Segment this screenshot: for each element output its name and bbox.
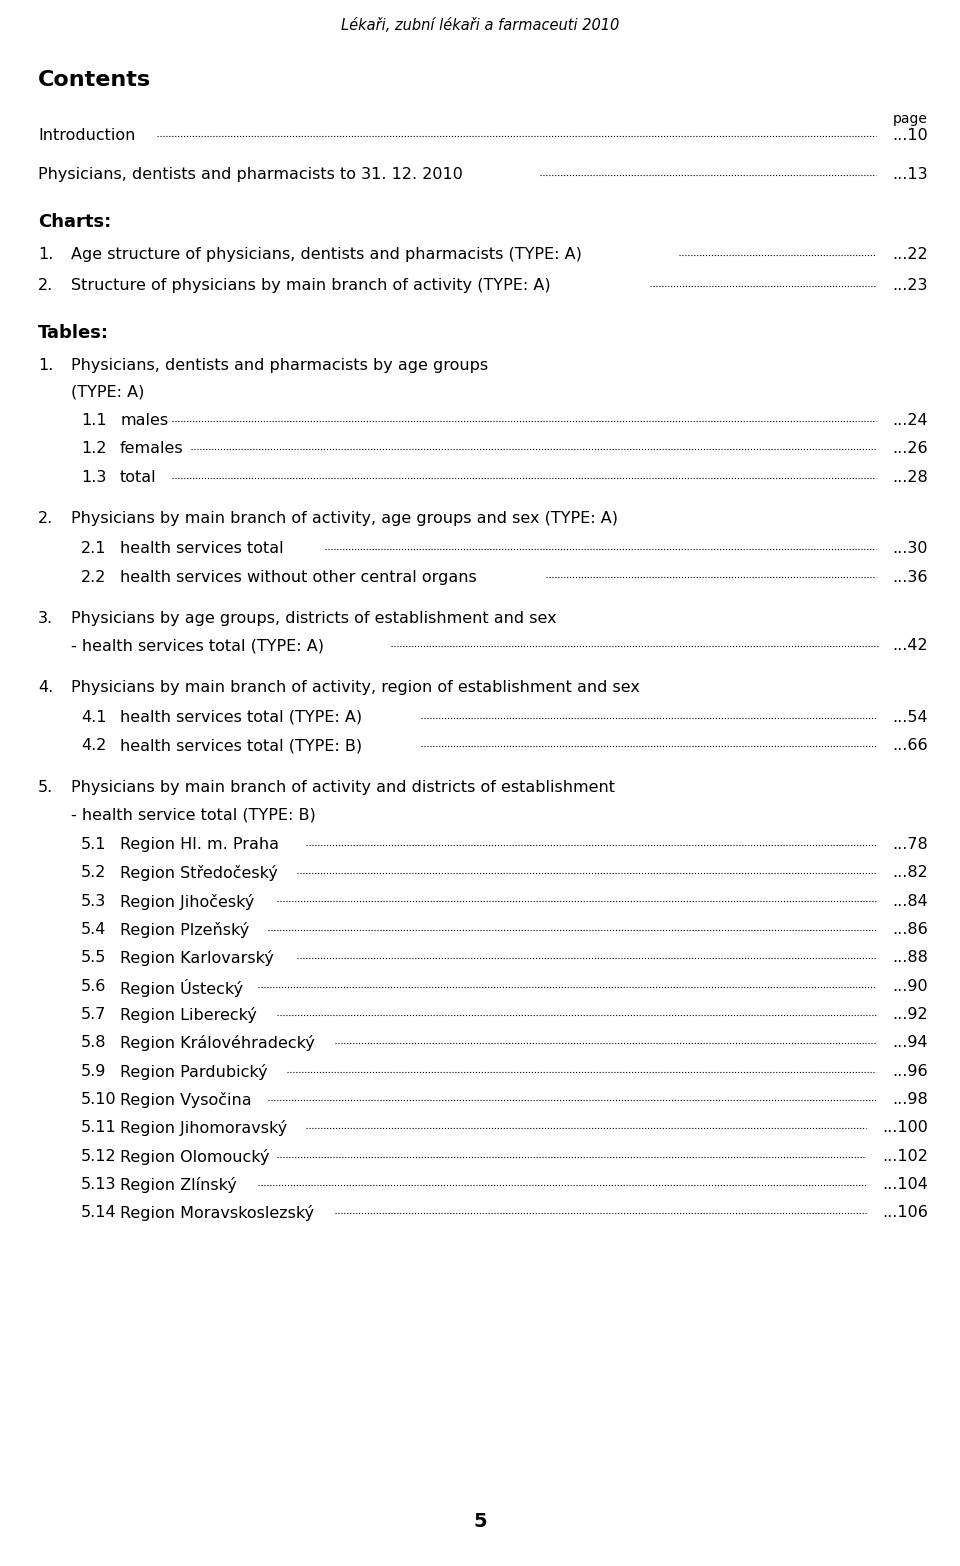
Text: males: males [120, 413, 168, 428]
Text: 5.7: 5.7 [81, 1007, 107, 1023]
Text: 1.: 1. [38, 247, 54, 262]
Text: 1.3: 1.3 [81, 470, 107, 484]
Text: 2.: 2. [38, 512, 53, 526]
Text: Region Karlovarský: Region Karlovarský [120, 951, 274, 966]
Text: Region Moravskoslezský: Region Moravskoslezský [120, 1206, 314, 1221]
Text: 5.11: 5.11 [81, 1120, 117, 1135]
Text: Region Plzeňský: Region Plzeňský [120, 922, 250, 938]
Text: 5.8: 5.8 [81, 1035, 107, 1051]
Text: Region Královéhradecký: Region Královéhradecký [120, 1035, 315, 1051]
Text: ...84: ...84 [892, 894, 928, 908]
Text: 5.9: 5.9 [81, 1063, 107, 1079]
Text: 4.1: 4.1 [81, 709, 107, 725]
Text: health services total (TYPE: A): health services total (TYPE: A) [120, 709, 362, 725]
Text: 1.1: 1.1 [81, 413, 107, 428]
Text: ...26: ...26 [893, 442, 928, 456]
Text: 1.: 1. [38, 357, 54, 373]
Text: 4.2: 4.2 [81, 738, 107, 753]
Text: 5.3: 5.3 [81, 894, 107, 908]
Text: 5.12: 5.12 [81, 1148, 116, 1164]
Text: ...94: ...94 [893, 1035, 928, 1051]
Text: Region Hl. m. Praha: Region Hl. m. Praha [120, 836, 279, 852]
Text: 4.: 4. [38, 680, 53, 695]
Text: 3.: 3. [38, 611, 53, 626]
Text: ...82: ...82 [892, 864, 928, 880]
Text: Physicians by main branch of activity, age groups and sex (TYPE: A): Physicians by main branch of activity, a… [71, 512, 618, 526]
Text: Region Středočeský: Region Středočeský [120, 864, 277, 882]
Text: Charts:: Charts: [38, 213, 111, 232]
Text: ...78: ...78 [892, 836, 928, 852]
Text: Region Ústecký: Region Ústecký [120, 979, 243, 996]
Text: 5.6: 5.6 [81, 979, 107, 993]
Text: Tables:: Tables: [38, 324, 109, 341]
Text: Age structure of physicians, dentists and pharmacists (TYPE: A): Age structure of physicians, dentists an… [71, 247, 582, 262]
Text: 5.10: 5.10 [81, 1092, 116, 1107]
Text: 2.2: 2.2 [81, 570, 107, 584]
Text: Region Olomoucký: Region Olomoucký [120, 1148, 270, 1165]
Text: ...106: ...106 [882, 1206, 928, 1220]
Text: Region Jihočeský: Region Jihočeský [120, 894, 254, 910]
Text: ...24: ...24 [893, 413, 928, 428]
Text: 5.: 5. [38, 780, 53, 796]
Text: ...86: ...86 [892, 922, 928, 936]
Text: - health services total (TYPE: A): - health services total (TYPE: A) [71, 639, 324, 653]
Text: 5.1: 5.1 [81, 836, 107, 852]
Text: (TYPE: A): (TYPE: A) [71, 385, 144, 399]
Text: ...23: ...23 [893, 277, 928, 293]
Text: Physicians by age groups, districts of establishment and sex: Physicians by age groups, districts of e… [71, 611, 557, 626]
Text: Region Vysočina: Region Vysočina [120, 1092, 252, 1109]
Text: Introduction: Introduction [38, 128, 135, 143]
Text: 1.2: 1.2 [81, 442, 107, 456]
Text: Physicians, dentists and pharmacists to 31. 12. 2010: Physicians, dentists and pharmacists to … [38, 168, 463, 182]
Text: ...13: ...13 [893, 168, 928, 182]
Text: ...28: ...28 [892, 470, 928, 484]
Text: 2.: 2. [38, 277, 53, 293]
Text: ...90: ...90 [893, 979, 928, 993]
Text: - health service total (TYPE: B): - health service total (TYPE: B) [71, 806, 316, 822]
Text: ...104: ...104 [882, 1178, 928, 1192]
Text: Region Jihomoravský: Region Jihomoravský [120, 1120, 287, 1137]
Text: Region Pardubický: Region Pardubický [120, 1063, 268, 1079]
Text: Lékaři, zubní lékaři a farmaceuti 2010: Lékaři, zubní lékaři a farmaceuti 2010 [341, 17, 619, 33]
Text: total: total [120, 470, 156, 484]
Text: ...66: ...66 [893, 738, 928, 753]
Text: ...88: ...88 [892, 951, 928, 965]
Text: ...54: ...54 [893, 709, 928, 725]
Text: ...98: ...98 [892, 1092, 928, 1107]
Text: Region Zlínský: Region Zlínský [120, 1178, 237, 1193]
Text: ...36: ...36 [893, 570, 928, 584]
Text: ...10: ...10 [892, 128, 928, 143]
Text: 5.14: 5.14 [81, 1206, 116, 1220]
Text: 5.13: 5.13 [81, 1178, 116, 1192]
Text: ...22: ...22 [893, 247, 928, 262]
Text: Region Liberecký: Region Liberecký [120, 1007, 257, 1023]
Text: health services total (TYPE: B): health services total (TYPE: B) [120, 738, 362, 753]
Text: Physicians by main branch of activity, region of establishment and sex: Physicians by main branch of activity, r… [71, 680, 640, 695]
Text: ...100: ...100 [882, 1120, 928, 1135]
Text: 5.5: 5.5 [81, 951, 107, 965]
Text: health services without other central organs: health services without other central or… [120, 570, 477, 584]
Text: ...92: ...92 [893, 1007, 928, 1023]
Text: 5.4: 5.4 [81, 922, 107, 936]
Text: health services total: health services total [120, 542, 283, 556]
Text: 5.2: 5.2 [81, 864, 107, 880]
Text: Contents: Contents [38, 70, 151, 89]
Text: ...30: ...30 [893, 542, 928, 556]
Text: Structure of physicians by main branch of activity (TYPE: A): Structure of physicians by main branch o… [71, 277, 551, 293]
Text: ...42: ...42 [893, 639, 928, 653]
Text: ...96: ...96 [893, 1063, 928, 1079]
Text: females: females [120, 442, 183, 456]
Text: page: page [893, 111, 928, 125]
Text: 5: 5 [473, 1513, 487, 1532]
Text: Physicians, dentists and pharmacists by age groups: Physicians, dentists and pharmacists by … [71, 357, 488, 373]
Text: ...102: ...102 [882, 1148, 928, 1164]
Text: 2.1: 2.1 [81, 542, 107, 556]
Text: Physicians by main branch of activity and districts of establishment: Physicians by main branch of activity an… [71, 780, 615, 796]
